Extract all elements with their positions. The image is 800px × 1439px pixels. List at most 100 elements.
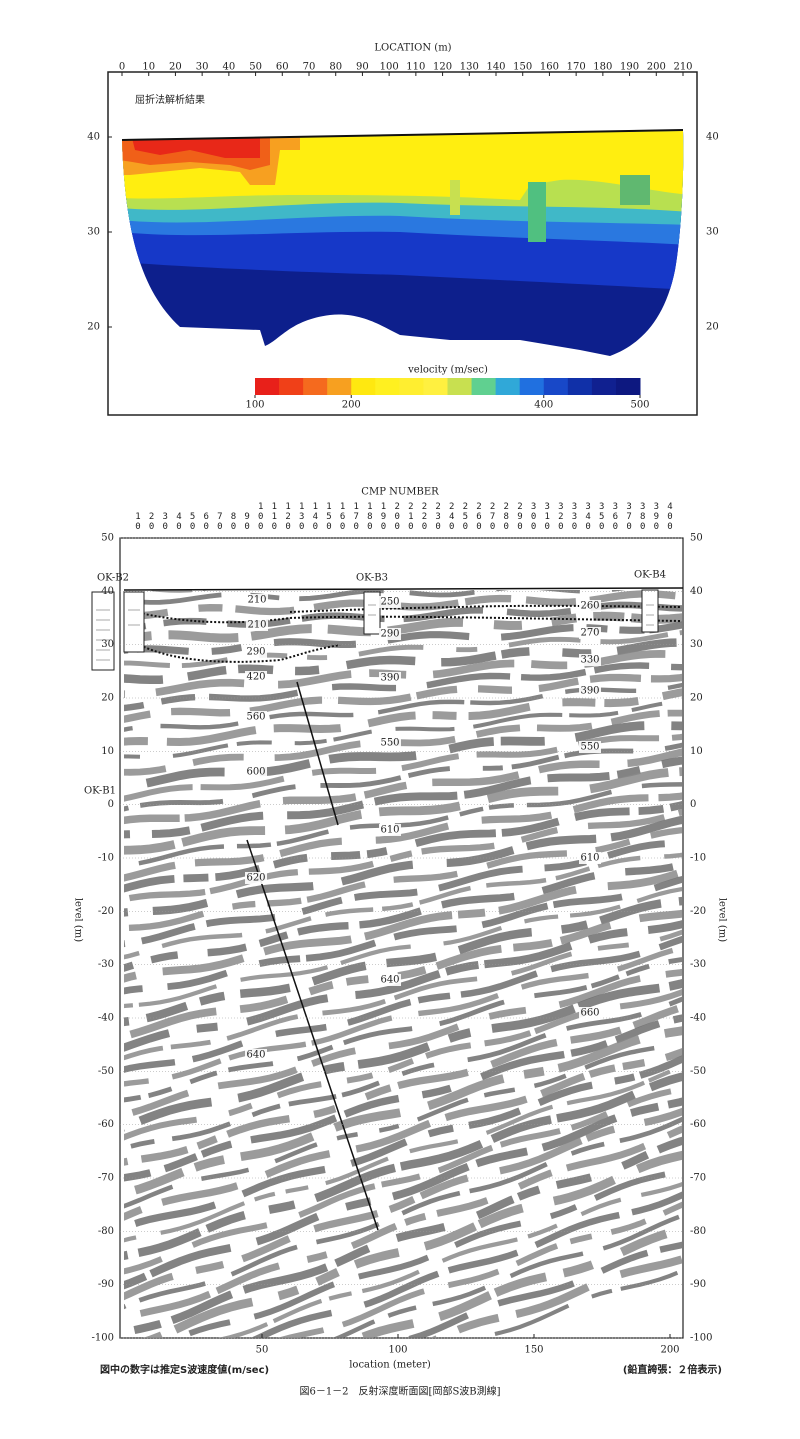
cmp-tick-label: 330 [569, 502, 580, 532]
reflector [124, 996, 682, 1151]
cmp-tick-label: 290 [514, 502, 525, 532]
velocity-label: 610 [380, 825, 399, 836]
colorbar-tick-label: 400 [534, 400, 553, 411]
colorbar-cell [375, 378, 400, 395]
y-tick-label: 30 [101, 639, 114, 650]
top-x-tick-label: 100 [380, 62, 399, 73]
label-box [245, 671, 267, 683]
y-tick-label: -40 [98, 1013, 114, 1024]
label-box [579, 852, 601, 864]
velocity-label: 210 [247, 595, 266, 606]
cmp-tick-label: 350 [596, 502, 607, 532]
reflector [124, 748, 682, 825]
caption: 図6－1－2 反射深度断面図[岡部S波B測線] [299, 1385, 500, 1398]
reflector [124, 839, 682, 948]
reflector [124, 630, 682, 669]
reflector [142, 1150, 682, 1338]
reflector [170, 1167, 682, 1338]
colorbar-cell [279, 378, 304, 395]
y-tick-label: -90 [690, 1279, 706, 1290]
reflector [124, 1055, 682, 1232]
y-tick-label: -70 [690, 1173, 706, 1184]
velocity-label: 660 [580, 1008, 599, 1019]
velocity-label: 560 [246, 712, 265, 723]
reflector [124, 968, 682, 1119]
top-y-tick-label: 20 [87, 322, 100, 333]
cmp-tick-label: 320 [555, 502, 566, 532]
colorbar-cell [303, 378, 328, 395]
colorbar-cell [495, 378, 521, 395]
colorbar-cell [591, 378, 617, 395]
reflector [217, 1181, 682, 1338]
y-tick-label: 20 [101, 693, 114, 704]
cmp-tick-label: 190 [378, 502, 389, 532]
label-box [246, 619, 268, 631]
reflector [124, 638, 682, 685]
colorbar-cell [471, 378, 497, 395]
y-tick-label: -80 [98, 1226, 114, 1237]
reflector [124, 815, 682, 917]
reflector [124, 935, 682, 1073]
top-y-tick-label: 20 [706, 322, 719, 333]
cmp-tick-label: 160 [337, 502, 348, 532]
label-box [379, 824, 401, 836]
top-x-tick-label: 170 [567, 62, 586, 73]
reflector [124, 868, 682, 983]
label-box [579, 685, 601, 697]
top-x-tick-label: 120 [433, 62, 452, 73]
label-box [579, 654, 601, 666]
label-box [379, 628, 401, 640]
reflector [124, 1048, 682, 1221]
y-tick-label: -60 [690, 1119, 706, 1130]
top-y-tick-label: 30 [87, 227, 100, 238]
velocity-section [122, 131, 684, 356]
reflector [277, 1201, 682, 1338]
note-left: 図中の数字は推定S波速度値(m/sec) [100, 1363, 269, 1376]
y-tick-label: -80 [690, 1226, 706, 1237]
reflector [124, 688, 682, 747]
cmp-tick-label: 70 [214, 512, 225, 532]
y-tick-label: -20 [690, 906, 706, 917]
y-tick-label: -70 [98, 1173, 114, 1184]
borehole-label: OK-B1 [84, 786, 116, 797]
top-x-tick-label: 0 [119, 62, 125, 73]
velocity-label: 640 [380, 975, 399, 986]
x-tick-label: 100 [388, 1345, 407, 1356]
reflector [124, 945, 682, 1087]
colorbar-cell [543, 378, 569, 395]
note-right: (鉛直誇張：２倍表示) [623, 1363, 722, 1376]
colorbar-cell [567, 378, 593, 395]
velocity-label: 390 [380, 673, 399, 684]
cmp-tick-label: 110 [269, 502, 280, 532]
reflector [124, 1136, 682, 1337]
velocity-label: 270 [580, 628, 599, 639]
velocity-label: 330 [580, 655, 599, 666]
borehole-label: OK-B4 [634, 570, 666, 581]
top-y-tick-label: 40 [87, 132, 100, 143]
y-tick-label: 0 [690, 799, 696, 810]
velocity-label: 210 [247, 620, 266, 631]
colorbar-cell [519, 378, 545, 395]
reflector [124, 1014, 682, 1182]
velocity-label: 620 [246, 873, 265, 884]
reflector [124, 721, 682, 792]
velocity-label: 290 [380, 629, 399, 640]
reflector [124, 1107, 682, 1301]
label-box [379, 672, 401, 684]
velocity-label: 390 [580, 686, 599, 697]
cmp-tick-label: 10 [133, 512, 143, 532]
top-x-tick-label: 180 [593, 62, 612, 73]
reflector [124, 827, 682, 932]
cmp-tick-label: 50 [187, 512, 198, 532]
fault-line [296, 681, 339, 826]
cmp-tick-label: 100 [255, 502, 266, 532]
reflector [124, 1064, 682, 1243]
x-tick-label: 200 [660, 1345, 679, 1356]
reflector [124, 1086, 682, 1275]
label-box [379, 596, 401, 608]
y-tick-label: -20 [98, 906, 114, 917]
label-box [245, 711, 267, 723]
reflector [250, 1191, 682, 1338]
y-axis-label: level (m) [717, 898, 728, 942]
label-box [579, 741, 601, 753]
